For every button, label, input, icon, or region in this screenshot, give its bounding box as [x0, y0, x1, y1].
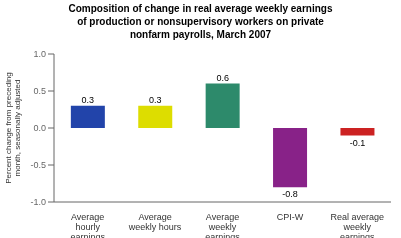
- svg-text:1.0: 1.0: [33, 49, 46, 59]
- svg-text:0.5: 0.5: [33, 86, 46, 96]
- svg-text:0.3: 0.3: [149, 95, 162, 105]
- svg-text:-0.5: -0.5: [30, 160, 46, 170]
- svg-text:Percent change from precedingm: Percent change from precedingmonth, seas…: [8, 72, 22, 184]
- svg-text:CPI-W: CPI-W: [277, 212, 304, 222]
- svg-text:-0.1: -0.1: [350, 138, 366, 148]
- svg-text:-0.8: -0.8: [282, 189, 298, 199]
- svg-text:0.0: 0.0: [33, 123, 46, 133]
- svg-text:0.6: 0.6: [216, 73, 229, 83]
- svg-text:Averageweeklyearnings: Averageweeklyearnings: [205, 212, 240, 238]
- svg-text:-1.0: -1.0: [30, 197, 46, 207]
- svg-text:Averageweekly hours: Averageweekly hours: [128, 212, 182, 232]
- svg-text:Real averageweeklyearnings: Real averageweeklyearnings: [331, 212, 385, 238]
- html-text:Composition of change in real: Composition of change in real average we…: [68, 3, 333, 40]
- svg-text:Averagehourlyearnings: Averagehourlyearnings: [70, 212, 105, 238]
- svg-text:0.3: 0.3: [82, 95, 95, 105]
